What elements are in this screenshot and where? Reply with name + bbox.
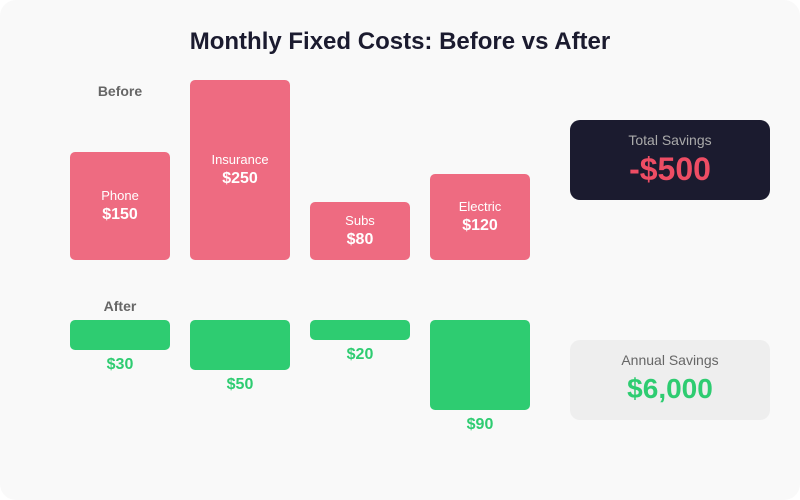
before-bar-insurance: Insurance $250 [190, 80, 290, 260]
before-bar-label: Subs [345, 213, 375, 228]
before-bar-value: $250 [222, 170, 258, 187]
after-bar-value: $30 [106, 356, 134, 373]
before-bar-phone: Phone $150 [70, 152, 170, 260]
before-bar-label: Electric [458, 199, 502, 214]
after-bar-value: $20 [346, 346, 374, 363]
annual-savings-value: $6,000 [627, 373, 713, 404]
before-bar-subs: Subs $80 [310, 202, 410, 260]
before-bar-value: $80 [346, 231, 374, 248]
after-bar-electric [430, 320, 530, 410]
total-savings-panel: Total Savings -$500 [570, 120, 770, 200]
after-row-label: After [103, 298, 137, 314]
after-bar-value: $50 [226, 376, 254, 393]
after-bar-subs [310, 320, 410, 340]
before-bar-value: $120 [462, 217, 498, 234]
total-savings-label: Total Savings [628, 132, 712, 148]
annual-savings-panel: Annual Savings $6,000 [570, 340, 770, 420]
before-bar-label: Insurance [211, 152, 269, 167]
annual-savings-label: Annual Savings [621, 352, 719, 368]
chart-title: Monthly Fixed Costs: Before vs After [189, 28, 611, 55]
after-bar-insurance [190, 320, 290, 370]
total-savings-value: -$500 [629, 151, 711, 187]
before-bar-electric: Electric $120 [430, 174, 530, 260]
before-bar-value: $150 [102, 206, 138, 223]
after-bar-phone [70, 320, 170, 350]
before-bar-label: Phone [101, 188, 139, 203]
after-bar-value: $90 [466, 416, 494, 433]
before-row-label: Before [97, 83, 143, 99]
